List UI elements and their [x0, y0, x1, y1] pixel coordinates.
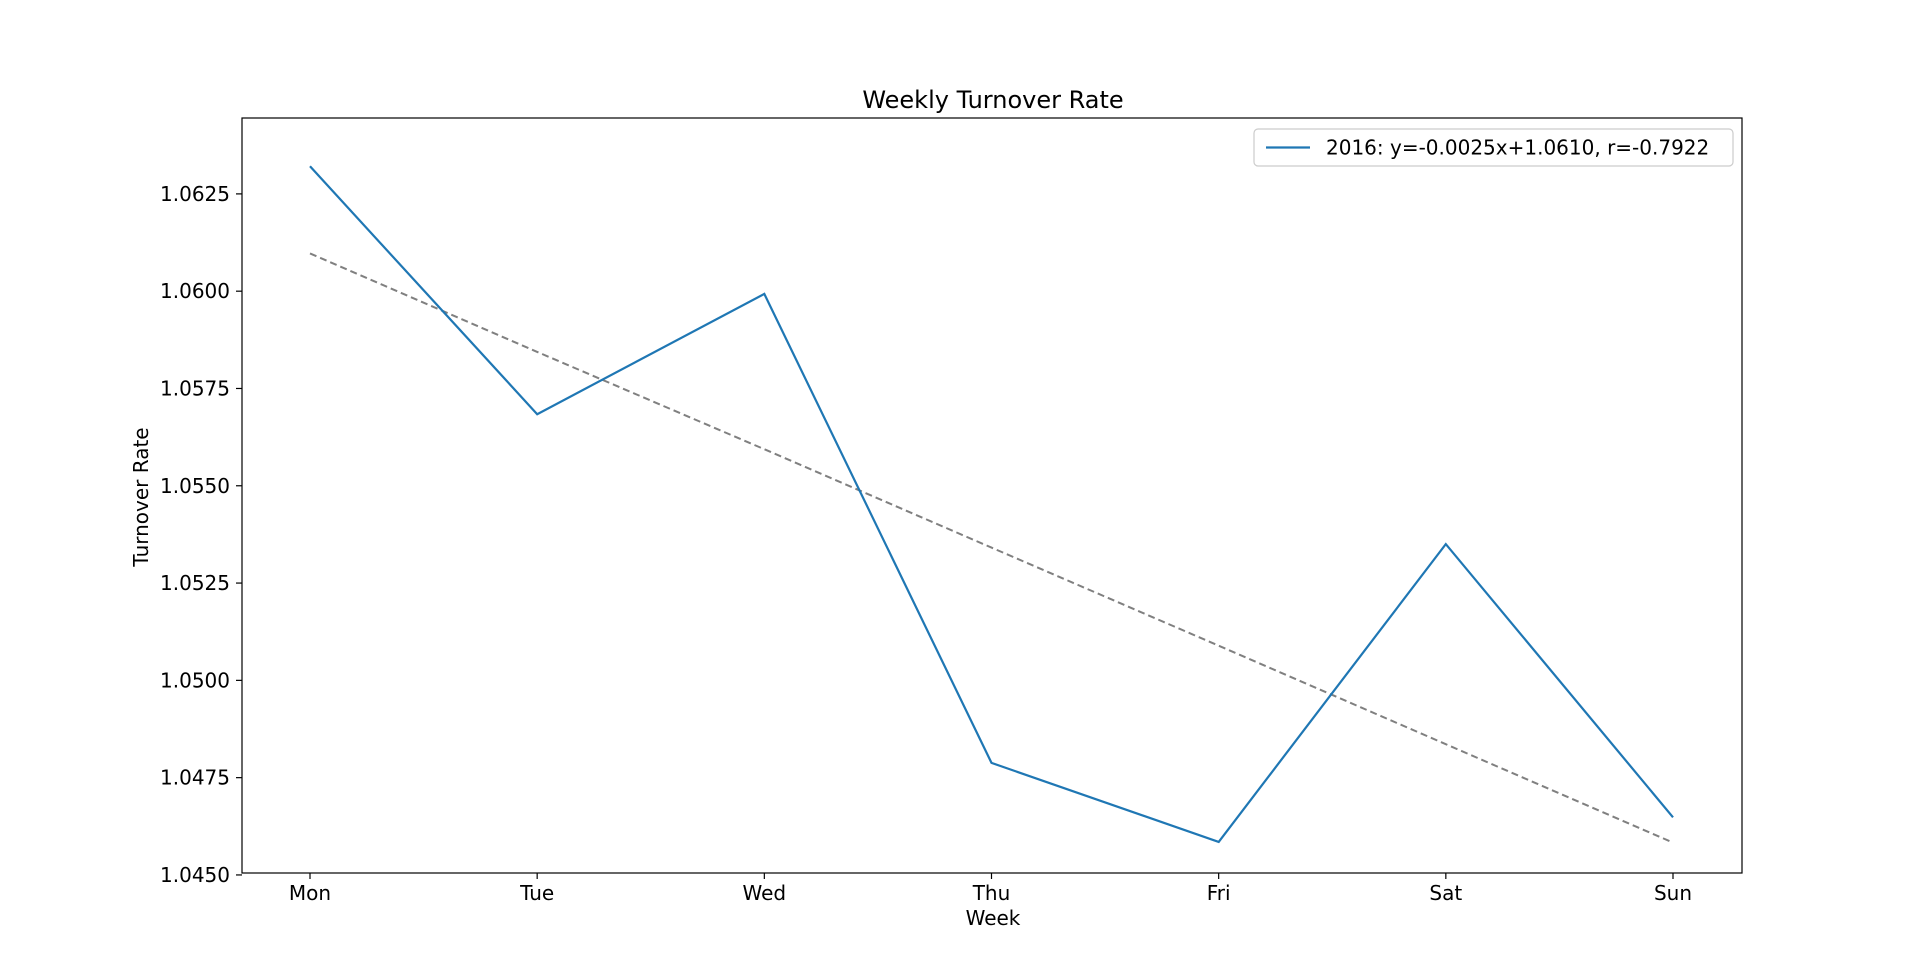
y-axis: 1.0450 1.0475 1.0500 1.0525 1.0550 1.0575 1.06…: [160, 182, 242, 887]
y-tick-label: 1.0575: [160, 376, 230, 400]
series-line: [309, 165, 1674, 844]
x-axis: Mon Tue Wed Thu Fri Sat Sun: [289, 873, 1692, 905]
y-tick-label: 1.0625: [160, 182, 230, 206]
x-tick-label: Wed: [743, 881, 787, 905]
x-axis-label: Week: [966, 906, 1021, 930]
x-tick-label: Mon: [289, 881, 331, 905]
plot-area: [241, 117, 1743, 874]
legend-label: 2016: y=-0.0025x+1.0610, r=-0.7922: [1326, 136, 1709, 160]
x-tick-label: Fri: [1207, 881, 1231, 905]
legend: 2016: y=-0.0025x+1.0610, r=-0.7922: [1253, 128, 1734, 167]
trendline: [309, 252, 1674, 844]
y-tick-label: 1.0475: [160, 766, 230, 790]
series-layer: [309, 165, 1674, 844]
x-tick-label: Tue: [519, 881, 554, 905]
x-tick-label: Sun: [1654, 881, 1692, 905]
y-tick-label: 1.0550: [160, 474, 230, 498]
y-tick-label: 1.0500: [160, 668, 230, 692]
plot-frame: [241, 117, 1743, 874]
legend-box: [1253, 128, 1734, 167]
y-tick-label: 1.0450: [160, 863, 230, 887]
y-tick-label: 1.0525: [160, 571, 230, 595]
x-tick-label: Thu: [972, 881, 1011, 905]
x-tick-label: Sat: [1429, 881, 1462, 905]
y-axis-label: Turnover Rate: [129, 427, 153, 567]
y-tick-label: 1.0600: [160, 279, 230, 303]
chart-title: Weekly Turnover Rate: [862, 86, 1123, 114]
